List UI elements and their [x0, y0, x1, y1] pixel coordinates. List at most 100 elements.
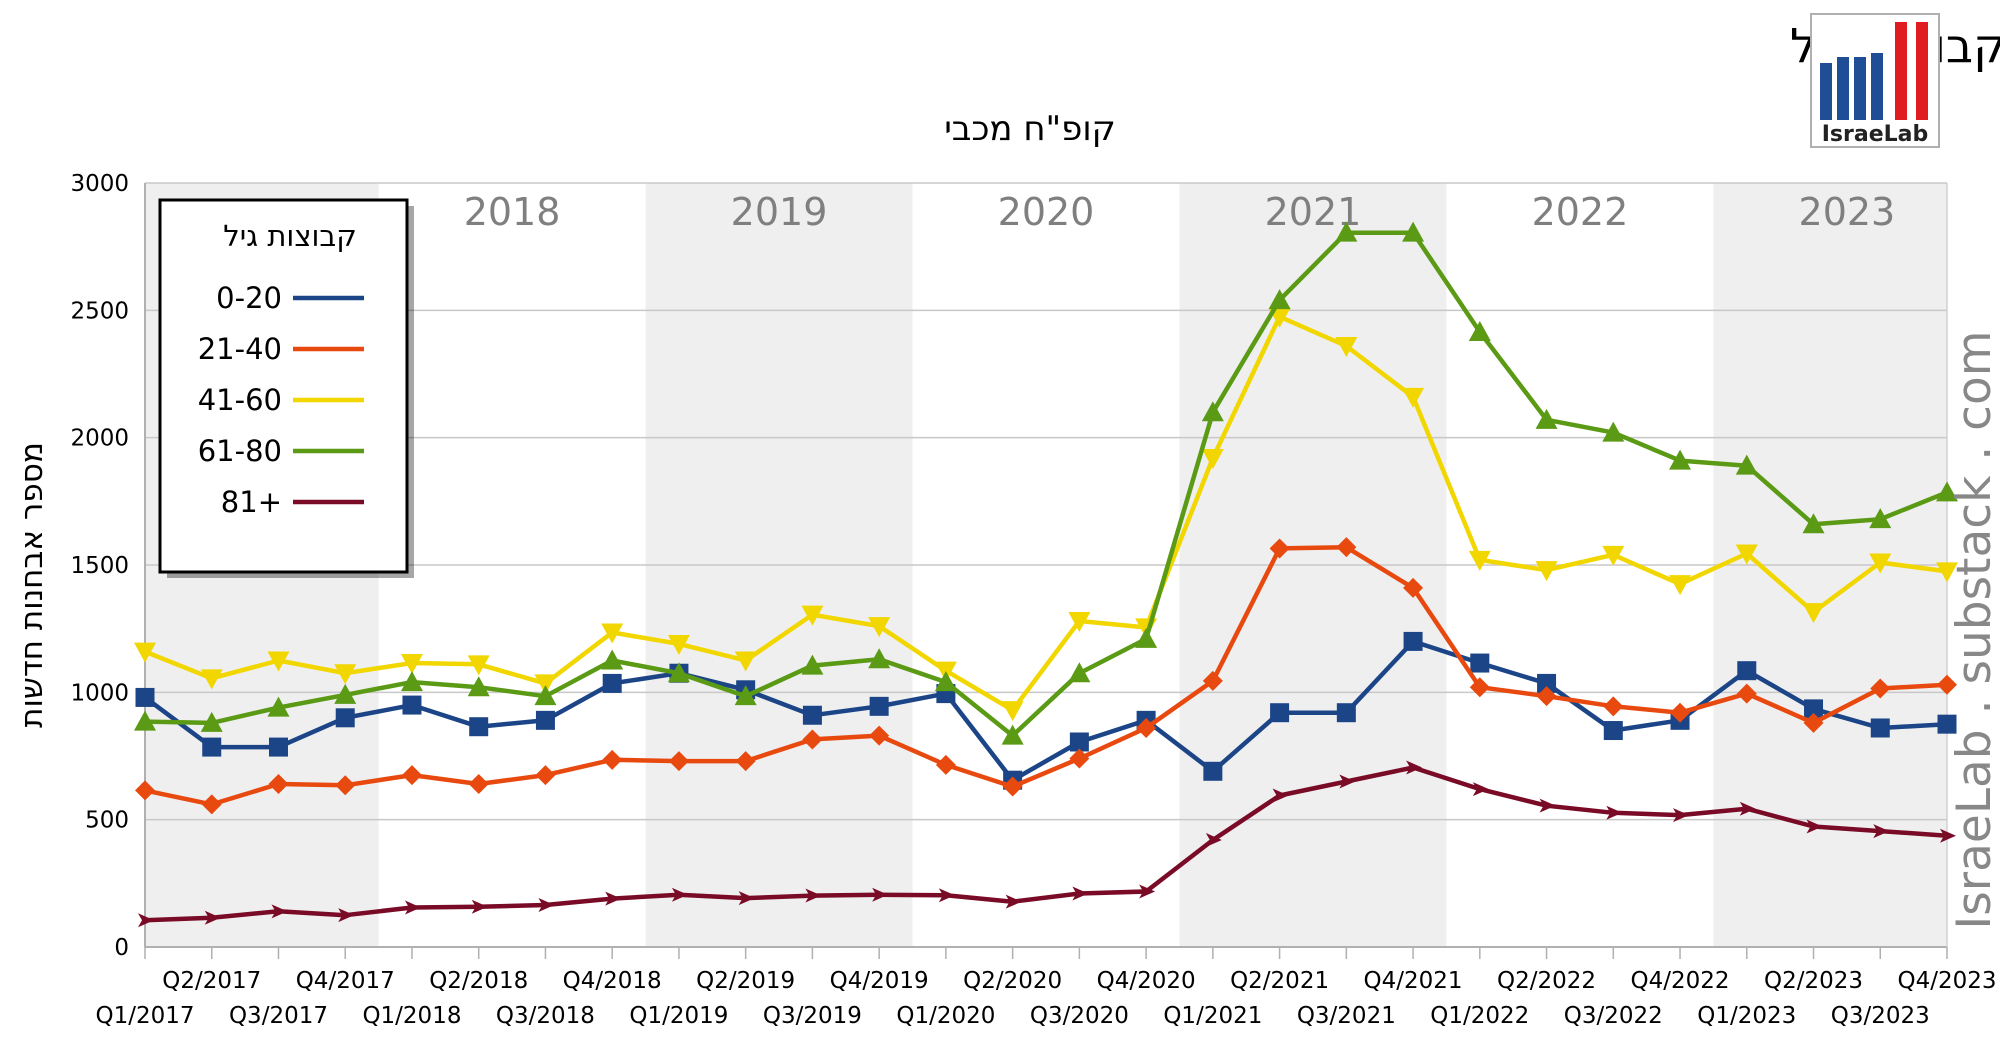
data-point: [1537, 673, 1557, 693]
y-axis-label: מספר אבחנות חדשות: [14, 442, 50, 728]
data-point: [134, 710, 156, 731]
series-line: [143, 639, 1948, 783]
data-point: [934, 671, 957, 692]
data-point: [1536, 686, 1557, 707]
x-tick-label: Q4/2023: [1897, 968, 1996, 994]
y-tick-label: 2500: [70, 298, 129, 324]
data-point: [534, 685, 557, 706]
x-tick-label: Q1/2017: [95, 1003, 194, 1029]
data-point: [868, 617, 891, 638]
legend-entry-label: 61-80: [198, 434, 282, 468]
data-point: [1068, 662, 1091, 683]
data-point: [1335, 336, 1358, 357]
data-point: [1936, 481, 1958, 502]
data-point: [538, 897, 555, 912]
data-point: [1202, 670, 1223, 691]
data-point: [400, 654, 423, 675]
data-point: [200, 669, 223, 690]
x-tick-label: Q2/2019: [696, 968, 795, 994]
data-point: [738, 891, 755, 906]
x-tick-label: Q2/2022: [1497, 968, 1596, 994]
data-point: [467, 676, 490, 697]
x-tick-label: Q4/2019: [830, 968, 929, 994]
data-point: [400, 671, 423, 692]
data-point: [1139, 884, 1156, 899]
data-point: [334, 664, 357, 685]
x-tick-label: Q2/2018: [429, 968, 528, 994]
data-point: [1001, 724, 1024, 745]
data-point: [535, 765, 556, 786]
year-label: 2022: [1532, 190, 1629, 234]
logo-text: IsraeLab: [1822, 122, 1929, 147]
data-point: [1936, 562, 1958, 583]
data-point: [1603, 721, 1623, 741]
data-point: [872, 887, 889, 902]
data-point: [1335, 221, 1358, 242]
data-point: [1803, 712, 1824, 733]
gridlines: [145, 182, 1947, 948]
x-tick-label: Q3/2023: [1831, 1003, 1930, 1029]
x-tick-label: Q3/2021: [1297, 1003, 1396, 1029]
data-point: [1336, 703, 1356, 723]
data-point: [667, 634, 690, 655]
legend-entry-label: 21-40: [198, 332, 282, 366]
x-tick-label: Q4/2020: [1097, 968, 1196, 994]
year-label: 2023: [1799, 190, 1896, 234]
year-label: 2019: [731, 190, 828, 234]
legend: קבוצות גיל 0-20 21-40 41-60 61-80 81+: [158, 198, 414, 578]
data-point: [869, 725, 890, 746]
data-point: [1873, 824, 1890, 839]
data-point: [468, 774, 489, 795]
data-point: [805, 888, 822, 903]
x-tick-label: Q1/2018: [362, 1003, 461, 1029]
data-point: [1472, 782, 1489, 797]
data-point: [467, 655, 490, 676]
data-point: [1470, 653, 1490, 673]
data-point: [1268, 289, 1291, 310]
data-point: [1603, 696, 1624, 717]
series-41-60: [134, 307, 1958, 722]
data-point: [1001, 701, 1024, 722]
data-point: [1468, 320, 1491, 341]
data-point: [1739, 801, 1756, 816]
data-point: [534, 674, 557, 695]
legend-entry-label: 81+: [221, 485, 282, 519]
data-point: [535, 710, 555, 730]
data-point: [801, 605, 824, 626]
data-point: [1869, 553, 1892, 574]
data-point: [1336, 537, 1357, 558]
data-point: [1602, 545, 1625, 566]
data-point: [1673, 808, 1690, 823]
data-point: [1068, 612, 1091, 633]
data-point: [202, 737, 222, 757]
data-point: [1735, 454, 1758, 475]
data-point: [268, 737, 288, 757]
x-tick-label: Q1/2022: [1430, 1003, 1529, 1029]
data-point: [802, 729, 823, 750]
data-point: [668, 751, 689, 772]
data-point: [938, 888, 955, 903]
series-line: [144, 314, 1948, 713]
data-point: [869, 696, 889, 716]
data-point: [601, 623, 624, 644]
data-point: [1201, 449, 1224, 470]
x-tick-label: Q3/2019: [763, 1003, 862, 1029]
x-tick-label: Q1/2020: [896, 1003, 995, 1029]
legend-entry-label: 41-60: [198, 383, 282, 417]
data-point: [1802, 513, 1825, 534]
data-point: [735, 751, 756, 772]
data-point: [135, 780, 155, 801]
data-point: [1269, 538, 1290, 559]
y-tick-label: 1500: [70, 553, 129, 579]
x-tick-label: Q1/2021: [1163, 1003, 1262, 1029]
chart-subtitle: קופ"ח מכבי: [944, 109, 1116, 149]
data-point: [135, 687, 155, 707]
legend-entry-label: 0-20: [216, 281, 282, 315]
data-point: [1670, 702, 1691, 723]
year-label: 2020: [998, 190, 1095, 234]
legend-title: קבוצות גיל: [223, 219, 357, 253]
data-point: [1072, 886, 1089, 901]
data-point: [605, 891, 622, 906]
data-point: [1602, 421, 1625, 442]
